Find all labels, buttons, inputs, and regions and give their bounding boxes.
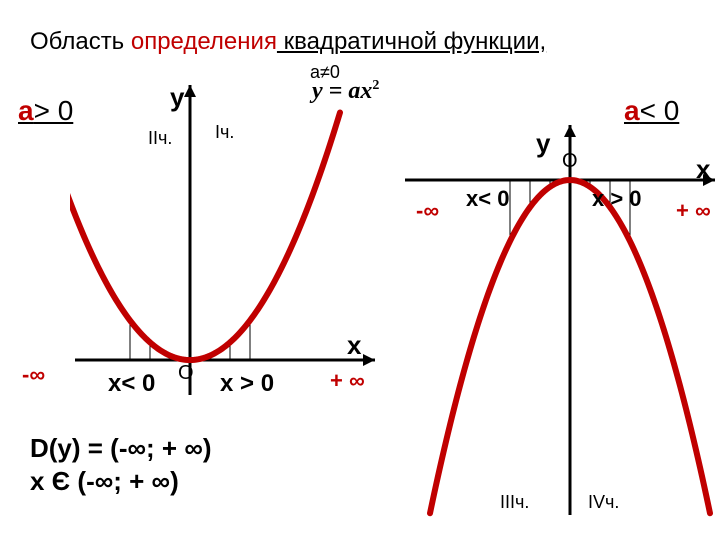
cond-left-a: a xyxy=(18,95,34,126)
domain-line-2: x Є (-∞; + ∞) xyxy=(30,465,212,498)
title-word-2: определения xyxy=(131,28,277,55)
right-chart xyxy=(400,120,720,520)
cond-left: a> 0 xyxy=(18,96,73,127)
domain-text: D(y) = (-∞; + ∞) x Є (-∞; + ∞) xyxy=(30,432,212,497)
domain-line-1: D(y) = (-∞; + ∞) xyxy=(30,432,212,465)
left-q2: IIч. xyxy=(148,128,180,149)
left-origin-label: O xyxy=(178,362,194,385)
page-title: Область определения квадратичной функции… xyxy=(30,28,546,56)
left-q1: Iч. xyxy=(215,122,245,143)
left-y-label: y xyxy=(170,82,184,113)
title-word-3: квадратичной функции, xyxy=(277,28,546,55)
left-xpos: x > 0 xyxy=(220,370,280,398)
left-xneg: x< 0 xyxy=(108,370,158,398)
right-minf: -∞ xyxy=(416,198,439,224)
left-x-label: x xyxy=(347,330,361,361)
right-pinf: + ∞ xyxy=(676,198,711,224)
right-origin-label: O xyxy=(562,150,578,173)
right-x-label: x xyxy=(696,154,710,185)
right-y-label: y xyxy=(536,128,550,159)
right-xneg: x< 0 xyxy=(466,186,514,212)
cond-left-rest: > 0 xyxy=(34,95,74,126)
title-word-1: Область xyxy=(30,28,131,55)
right-xpos: x > 0 xyxy=(592,186,648,212)
left-minf: -∞ xyxy=(22,362,45,388)
right-q4: IVч. xyxy=(588,492,628,513)
left-pinf: + ∞ xyxy=(330,368,365,394)
right-q3: IIIч. xyxy=(500,492,529,513)
